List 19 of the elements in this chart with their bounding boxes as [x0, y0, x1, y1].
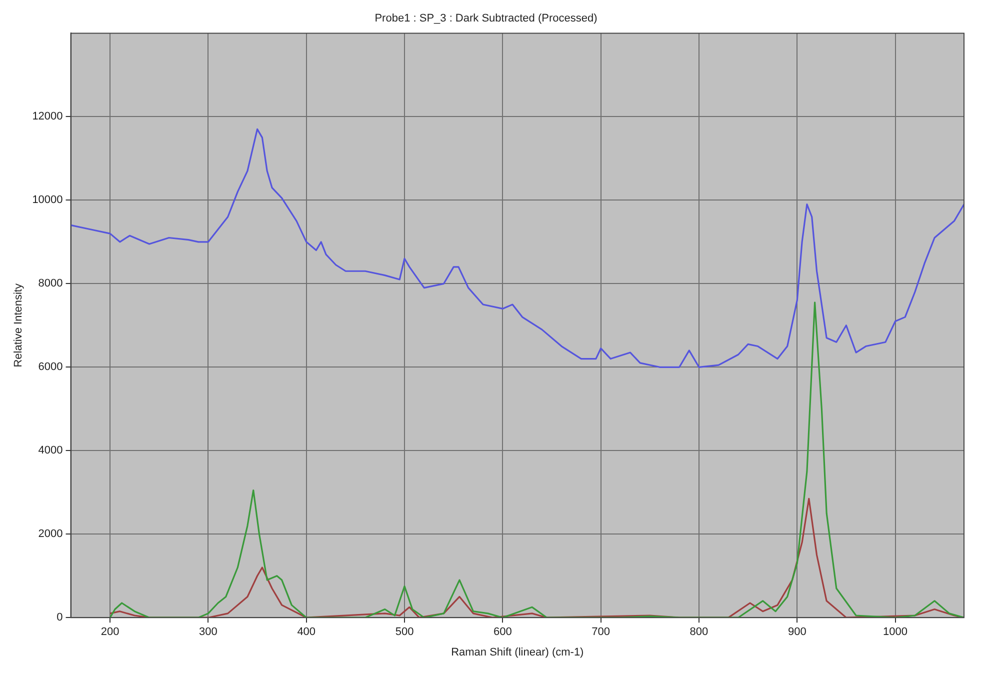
y-tick-label: 8000: [38, 278, 63, 290]
x-tick-label: 500: [395, 626, 414, 638]
y-tick-label: 6000: [38, 361, 63, 374]
x-tick-label: 600: [493, 626, 512, 638]
x-tick-label: 1000: [883, 626, 908, 638]
y-tick-label: 10000: [32, 194, 63, 206]
y-tick-label: 2000: [38, 528, 63, 540]
x-tick-label: 700: [592, 626, 610, 638]
y-tick-label: 4000: [38, 444, 63, 457]
x-tick-label: 300: [199, 626, 218, 638]
x-tick-label: 400: [297, 626, 316, 638]
y-tick-label: 0: [56, 612, 63, 624]
x-axis-title: Raman Shift (linear) (cm-1): [451, 646, 584, 658]
x-tick-label: 900: [788, 626, 806, 638]
x-tick-label: 200: [100, 626, 120, 638]
y-axis-title: Relative Intensity: [12, 283, 25, 368]
y-tick-label: 12000: [32, 110, 63, 123]
x-tick-label: 800: [690, 626, 708, 638]
chart-title: Probe1 : SP_3 : Dark Subtracted (Processed): [374, 12, 598, 25]
